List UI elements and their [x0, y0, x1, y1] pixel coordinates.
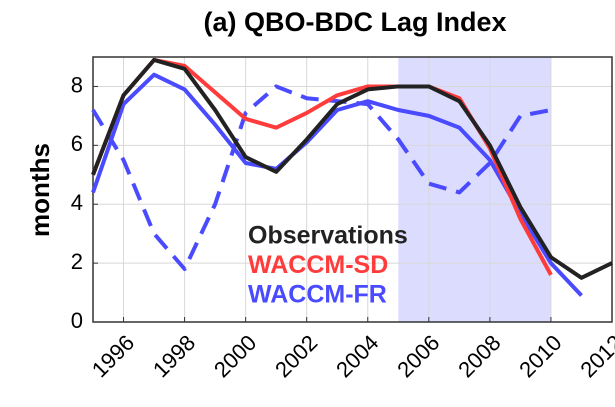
x-tick-label: 1996	[87, 330, 139, 382]
x-tick-label: 1998	[148, 330, 200, 382]
x-tick-label: 2006	[392, 330, 444, 382]
legend-entry: Observations	[248, 222, 408, 250]
legend-entry: WACCM-SD	[248, 251, 388, 279]
y-tick-label: 0	[71, 308, 83, 333]
y-tick-label: 4	[71, 190, 83, 215]
x-tick-label: 2008	[453, 330, 505, 382]
y-tick-label: 8	[71, 72, 83, 97]
x-tick-label: 2000	[209, 330, 261, 382]
series-line	[91, 57, 613, 280]
y-axis-label: months	[25, 143, 55, 237]
legend-entry: WACCM-FR	[248, 281, 387, 309]
chart-title: (a) QBO-BDC Lag Index	[203, 7, 506, 37]
y-tick-label: 6	[71, 131, 83, 156]
x-tick-label: 2010	[514, 330, 566, 382]
shaded-region	[398, 57, 551, 322]
x-tick-label: 2004	[331, 330, 383, 382]
y-tick-label: 2	[71, 249, 83, 274]
series-line	[91, 72, 583, 297]
x-tick-label: 2012	[575, 330, 615, 382]
x-tick-label: 2002	[270, 330, 322, 382]
